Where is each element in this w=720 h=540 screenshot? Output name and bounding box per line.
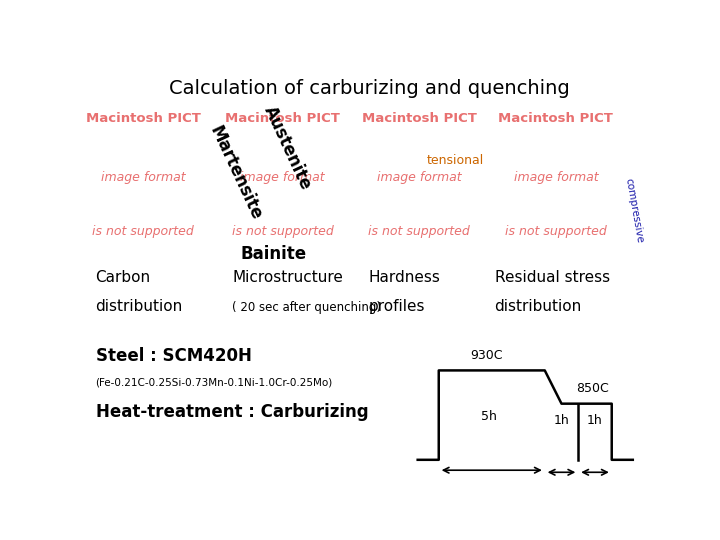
Text: Martensite: Martensite (205, 123, 265, 223)
Text: 850C: 850C (576, 382, 608, 395)
Text: 1h: 1h (554, 414, 570, 427)
Text: Macintosh PICT: Macintosh PICT (86, 112, 200, 125)
Text: is not supported: is not supported (369, 225, 470, 238)
Text: Residual stress: Residual stress (495, 270, 610, 285)
Text: Bainite: Bainite (240, 245, 307, 263)
Text: is not supported: is not supported (92, 225, 194, 238)
Text: image format: image format (377, 171, 462, 184)
Text: image format: image format (240, 171, 325, 184)
Text: Hardness: Hardness (369, 270, 441, 285)
Text: Microstructure: Microstructure (233, 270, 343, 285)
Text: image format: image format (513, 171, 598, 184)
Text: profiles: profiles (369, 299, 426, 314)
Text: (Fe-0.21C-0.25Si-0.73Mn-0.1Ni-1.0Cr-0.25Mo): (Fe-0.21C-0.25Si-0.73Mn-0.1Ni-1.0Cr-0.25… (96, 378, 333, 388)
Text: Austenite: Austenite (261, 103, 315, 193)
Text: Heat-treatment : Carburizing: Heat-treatment : Carburizing (96, 403, 368, 421)
Text: 5h: 5h (481, 410, 497, 423)
Text: 930C: 930C (470, 349, 503, 362)
Text: compressive: compressive (624, 177, 644, 244)
Text: tensional: tensional (427, 154, 484, 167)
Text: Calculation of carburizing and quenching: Calculation of carburizing and quenching (168, 79, 570, 98)
Text: image format: image format (101, 171, 185, 184)
Text: ( 20 sec after quenching): ( 20 sec after quenching) (233, 301, 382, 314)
Text: is not supported: is not supported (232, 225, 333, 238)
Text: distribution: distribution (495, 299, 582, 314)
Text: Macintosh PICT: Macintosh PICT (225, 112, 340, 125)
Text: Carbon: Carbon (96, 270, 150, 285)
Text: distribution: distribution (96, 299, 183, 314)
Text: Macintosh PICT: Macintosh PICT (498, 112, 613, 125)
Text: Steel : SCM420H: Steel : SCM420H (96, 347, 251, 365)
Text: Macintosh PICT: Macintosh PICT (361, 112, 477, 125)
Text: 1h: 1h (587, 414, 603, 427)
Text: is not supported: is not supported (505, 225, 607, 238)
